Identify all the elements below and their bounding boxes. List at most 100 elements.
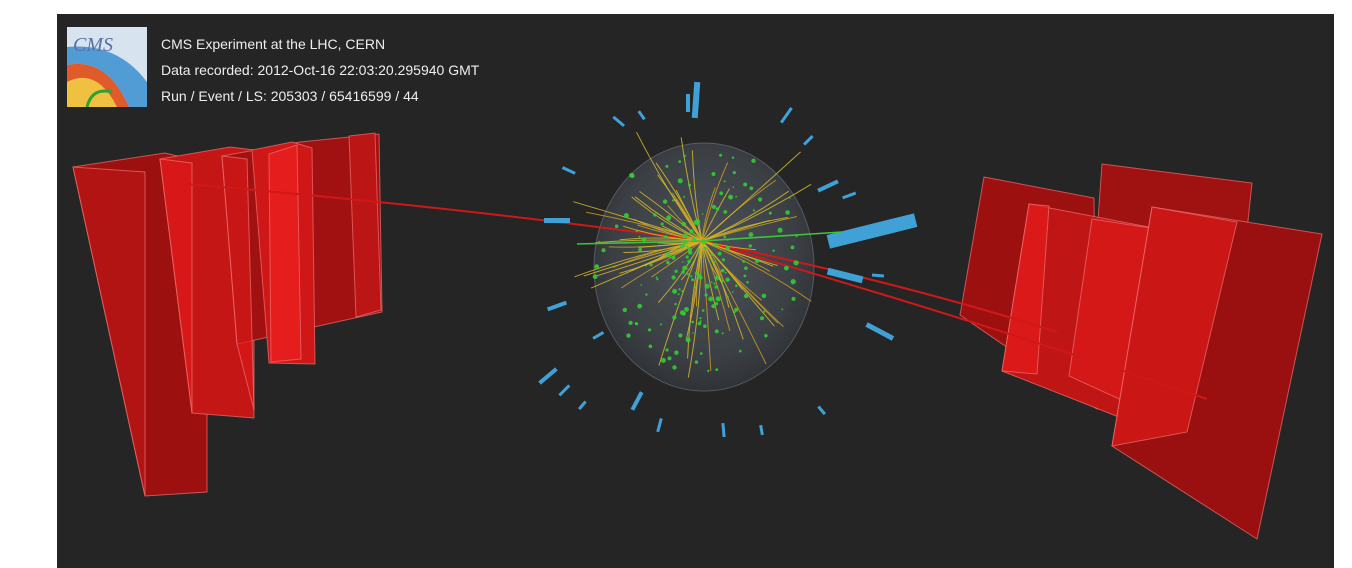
tracker-hit	[672, 315, 677, 320]
tracker-hit	[623, 213, 629, 218]
tracker-hit	[649, 263, 653, 267]
tracker-hit	[704, 293, 708, 297]
tracker-hit	[719, 191, 724, 196]
tracker-hit	[592, 274, 598, 280]
tracker-hit	[761, 293, 767, 299]
muon-chamber	[1111, 206, 1323, 540]
event-display-panel: CMS CMS Experiment at the LHC, CERN Data…	[57, 14, 1334, 568]
tracker-hit	[714, 243, 718, 247]
tracker-hit	[683, 195, 686, 198]
calorimeter-tower	[656, 417, 663, 433]
particle-track	[701, 240, 812, 302]
tracker-hit	[677, 293, 680, 296]
particle-track	[691, 150, 703, 242]
tracker-hit	[708, 296, 714, 302]
particle-track	[687, 240, 703, 378]
tracker-hit	[641, 237, 647, 242]
tracker-hit	[710, 253, 714, 256]
tracker-hit	[714, 302, 719, 306]
tracker-hit	[678, 333, 683, 338]
tracker-hit	[667, 255, 670, 258]
tracker-hit	[694, 360, 699, 364]
tracker-hit	[791, 296, 796, 301]
particle-track	[701, 240, 774, 267]
tracker-hit	[715, 296, 721, 302]
tracker-hit	[645, 264, 648, 267]
tracker-hit	[634, 322, 639, 326]
tracker-hit	[685, 337, 691, 343]
tracker-hit	[707, 369, 710, 373]
tracker-hit	[687, 259, 691, 264]
calorimeter-tower	[803, 135, 814, 146]
particle-track	[701, 240, 712, 371]
event-info: CMS Experiment at the LHC, CERN Data rec…	[161, 31, 479, 109]
tracker-hit	[685, 255, 689, 259]
tracker-hit	[789, 197, 791, 199]
particle-track	[701, 240, 744, 340]
tracker-hit	[671, 275, 676, 280]
calorimeter-tower	[561, 166, 576, 175]
calorimeter-tower	[817, 179, 839, 193]
tracker-hit	[732, 171, 736, 175]
tracker-hit	[732, 310, 736, 314]
tracker-hit	[700, 352, 703, 355]
particle-track	[631, 196, 703, 242]
tracker-hit	[714, 329, 719, 334]
tracker-hit	[674, 302, 677, 306]
tracker-hit	[726, 296, 729, 298]
photon-line	[701, 231, 843, 242]
calorimeter-tower	[759, 424, 764, 436]
calorimeter-tower	[558, 384, 571, 397]
tracker-hit	[668, 255, 671, 258]
tracker-hit	[717, 251, 722, 256]
tracker-hit	[713, 282, 716, 285]
tracker-hit	[662, 199, 668, 204]
tracker-hit	[691, 278, 694, 282]
tracker-hit	[701, 213, 704, 215]
tracker-hit	[672, 288, 678, 294]
tracker-hit	[748, 244, 752, 248]
tracker-hit	[697, 248, 700, 251]
tracker-hit	[732, 186, 735, 188]
tracker-hit	[698, 232, 701, 235]
tracker-hit	[715, 368, 719, 371]
particle-track	[685, 240, 703, 341]
calorimeter-tower	[544, 218, 570, 223]
tracker-hit	[715, 207, 720, 211]
tracker-hit	[681, 261, 684, 263]
right-muon-chambers	[959, 163, 1323, 540]
tracker-hit	[687, 183, 691, 187]
tracker-hit	[679, 310, 685, 316]
recorded-timestamp: Data recorded: 2012-Oct-16 22:03:20.2959…	[161, 62, 480, 78]
tracker-hit	[640, 284, 642, 286]
tracker-hit	[667, 356, 672, 361]
calorimeter-tower	[686, 94, 690, 112]
tracker-hit	[697, 273, 702, 279]
tracker-hit	[689, 229, 694, 234]
tracker-hit	[638, 235, 641, 238]
tracker-hit	[749, 186, 754, 190]
tracker-hit	[758, 197, 763, 202]
tracker-hit	[594, 264, 600, 269]
experiment-title: CMS Experiment at the LHC, CERN	[161, 36, 386, 52]
tracker-hit	[638, 247, 643, 252]
tracker-hit	[666, 260, 670, 265]
tracker-hit	[703, 246, 707, 250]
tracker-hit	[772, 249, 775, 252]
tracker-hit	[734, 307, 739, 312]
tracker-hit	[711, 304, 716, 309]
tracker-hit	[695, 250, 697, 253]
tracker-hit	[711, 204, 717, 209]
tracker-hit	[748, 232, 754, 238]
tracker-hit	[637, 303, 643, 309]
tracker-hit	[721, 258, 726, 262]
calorimeter-tower	[578, 400, 587, 411]
left-muon-chambers	[72, 132, 383, 497]
muon-track	[701, 240, 1208, 400]
tracker-hit	[743, 182, 748, 187]
tracker-hit	[743, 274, 747, 278]
tracker-hits	[592, 153, 799, 373]
tracker-hit	[691, 320, 694, 324]
calorimeter-tower	[538, 367, 558, 385]
muon-chamber	[251, 141, 316, 365]
